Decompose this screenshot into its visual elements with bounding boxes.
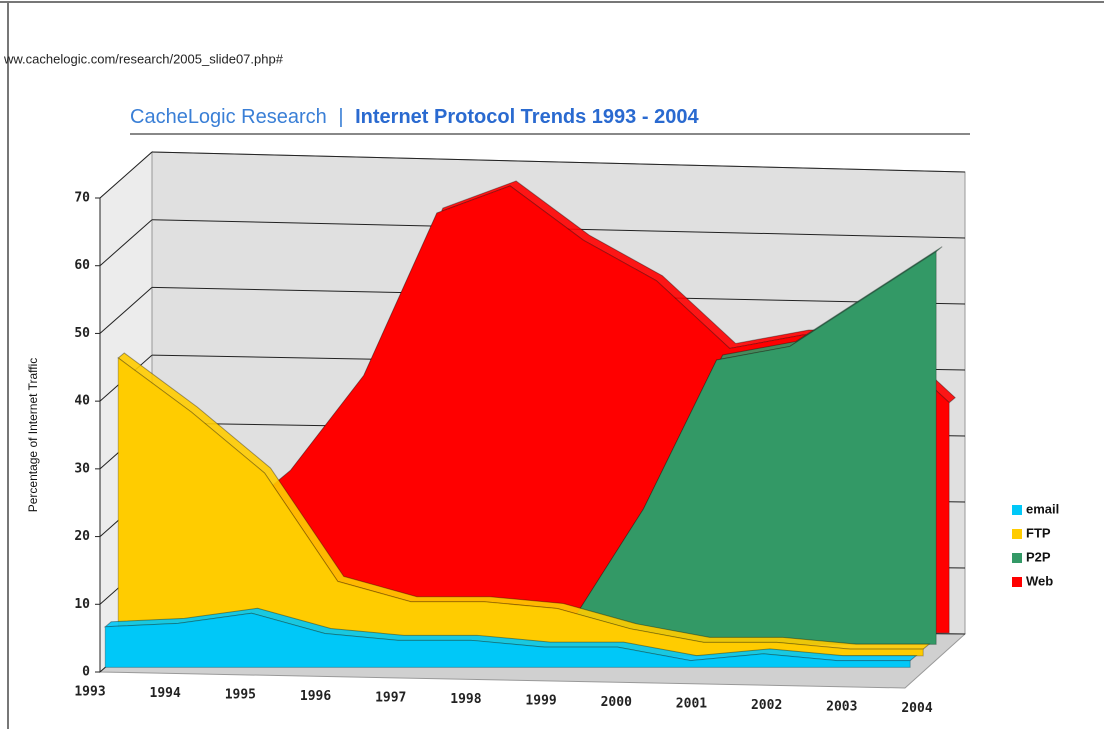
grid-line xyxy=(99,151,153,199)
legend-swatch xyxy=(1012,529,1022,539)
x-tick-label: 1995 xyxy=(225,688,256,703)
x-tick-label: 2001 xyxy=(676,697,707,712)
y-tick-label: 0 xyxy=(82,665,90,680)
legend-swatch xyxy=(1012,505,1022,515)
legend-label: Web xyxy=(1026,573,1053,588)
legend-label: P2P xyxy=(1026,549,1051,564)
y-tick-label: 40 xyxy=(74,394,90,409)
y-tick-label: 30 xyxy=(74,461,90,476)
title: Internet Protocol Trends 1993 - 2004 xyxy=(355,106,699,128)
legend-label: email xyxy=(1026,501,1059,516)
grid-line xyxy=(151,151,966,173)
grid-line xyxy=(99,219,153,267)
title-separator: | xyxy=(338,106,343,128)
x-tick-label: 2003 xyxy=(826,700,857,715)
source: CacheLogic Research xyxy=(130,106,327,128)
x-tick-label: 1998 xyxy=(450,692,481,707)
legend-swatch xyxy=(1012,577,1022,587)
x-tick-label: 2000 xyxy=(601,695,632,710)
y-tick-label: 60 xyxy=(74,258,90,273)
grid-line xyxy=(99,287,153,334)
y-axis-label: Percentage of Internet Traffic xyxy=(26,358,40,513)
x-tick-label: 1993 xyxy=(74,685,105,700)
legend-label: FTP xyxy=(1026,525,1051,540)
x-tick-label: 1994 xyxy=(150,686,181,701)
x-tick-label: 2004 xyxy=(901,701,932,716)
y-tick-label: 10 xyxy=(74,597,90,612)
x-tick-label: 1999 xyxy=(525,694,556,709)
area xyxy=(104,612,911,668)
x-tick-label: 2002 xyxy=(751,698,782,713)
url: ww.cachelogic.com/research/2005_slide07.… xyxy=(3,51,284,66)
y-tick-label: 50 xyxy=(74,326,90,341)
x-tick-label: 1996 xyxy=(300,689,331,704)
x-tick-label: 1997 xyxy=(375,691,406,706)
legend-swatch xyxy=(1012,553,1022,563)
chart-title: CacheLogic Research | Internet Protocol … xyxy=(130,106,699,128)
y-tick-label: 20 xyxy=(74,529,90,544)
area xyxy=(117,356,924,657)
y-tick-label: 70 xyxy=(74,191,90,206)
